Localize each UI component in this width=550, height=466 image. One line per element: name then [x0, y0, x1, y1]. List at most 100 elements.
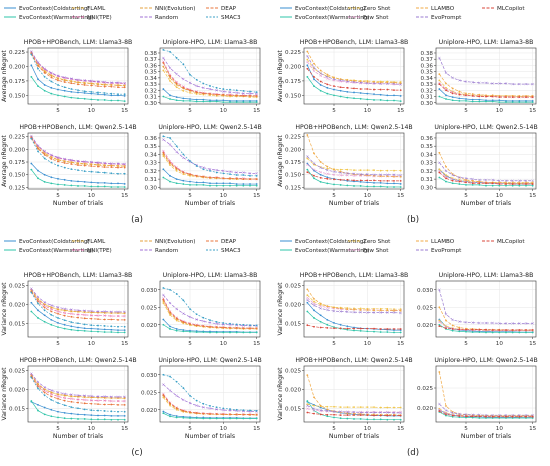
legend-item: Zero Shot [348, 239, 391, 245]
data-point [228, 90, 232, 94]
data-point [110, 314, 113, 318]
data-point [386, 99, 389, 102]
data-point [235, 184, 238, 187]
data-point [202, 166, 205, 169]
data-point [63, 411, 66, 414]
data-point [393, 328, 395, 330]
data-point [57, 183, 59, 186]
data-point [319, 408, 322, 412]
data-point [504, 413, 508, 417]
data-point [110, 166, 113, 169]
data-point [175, 293, 178, 295]
data-point [306, 400, 309, 402]
data-point [306, 75, 309, 78]
data-point [37, 177, 39, 180]
legend-item: FLAML [72, 239, 106, 245]
x-axis-label: Number of trials [329, 200, 379, 207]
data-point [97, 91, 99, 94]
data-point [189, 160, 191, 162]
data-point [359, 330, 362, 332]
x-tick-label: 15 [253, 193, 261, 199]
legend-label: Few Shot [363, 15, 389, 21]
data-point [319, 170, 322, 174]
data-point [43, 157, 46, 160]
data-point [379, 173, 382, 177]
data-point [249, 99, 251, 102]
data-point [373, 185, 375, 188]
data-point [352, 80, 356, 84]
data-point [57, 77, 59, 80]
data-point [333, 178, 335, 181]
data-point [438, 168, 441, 171]
data-point [339, 417, 342, 420]
legend-label: EvoContext(Warmstarting) [19, 248, 93, 254]
data-point [208, 407, 212, 410]
data-point [471, 93, 474, 95]
data-point [393, 169, 395, 172]
data-point [359, 92, 362, 94]
legend-item: MLCopilot [482, 6, 525, 12]
data-point [359, 411, 362, 414]
data-point [306, 134, 309, 136]
data-point [37, 169, 39, 172]
data-point [169, 404, 171, 407]
data-point [359, 172, 362, 176]
data-point [215, 408, 218, 411]
data-point [478, 183, 481, 186]
series-line [438, 289, 533, 324]
data-point [116, 395, 120, 399]
x-tick-label: 10 [88, 426, 96, 432]
data-point [209, 413, 211, 415]
data-point [188, 315, 192, 319]
data-point [63, 404, 66, 407]
data-point [379, 307, 382, 310]
data-point [202, 412, 205, 415]
data-point [43, 389, 46, 393]
data-point [222, 90, 225, 93]
series-line [31, 373, 125, 398]
data-point [346, 308, 349, 311]
legend-item: SMAC3 [206, 15, 241, 21]
data-point [110, 99, 113, 102]
data-point [372, 173, 376, 177]
data-point [123, 166, 126, 169]
x-tick-label: 10 [220, 426, 228, 432]
data-point [235, 331, 238, 334]
data-point [195, 318, 198, 321]
data-point [90, 90, 93, 93]
data-point [235, 89, 238, 92]
data-point [229, 331, 231, 334]
data-point [242, 101, 245, 104]
data-point [306, 301, 309, 304]
data-point [70, 400, 73, 403]
data-point [70, 310, 73, 312]
panel-title: HPOB+HPOBench, LLM: Llama3-8B [300, 39, 409, 46]
data-point [169, 161, 171, 164]
data-point [393, 99, 395, 102]
data-point [451, 179, 454, 182]
data-point [169, 375, 171, 378]
data-point [485, 331, 487, 334]
data-point [242, 95, 245, 97]
series-line [163, 155, 257, 180]
data-point [471, 179, 474, 182]
data-point [110, 164, 113, 167]
data-point [110, 310, 113, 314]
data-point [451, 411, 454, 415]
data-point [209, 85, 211, 87]
data-point [182, 173, 185, 176]
data-point [306, 50, 309, 53]
data-point [169, 180, 171, 183]
data-point [50, 408, 53, 411]
data-point [83, 90, 86, 93]
data-point [326, 306, 329, 309]
data-point [373, 406, 375, 409]
data-point [346, 410, 349, 414]
data-point [478, 321, 481, 325]
data-point [255, 95, 258, 97]
data-point [37, 383, 39, 386]
data-point [511, 329, 514, 331]
data-point [208, 87, 212, 91]
data-point [326, 318, 329, 321]
legend-label: Few Shot [363, 248, 389, 254]
